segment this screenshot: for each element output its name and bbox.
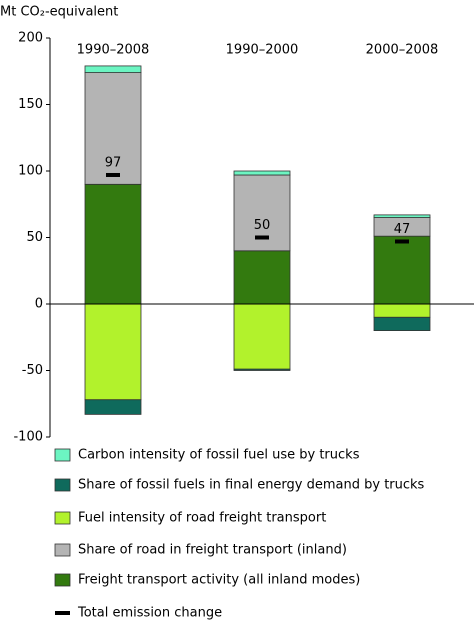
y-tick-label: 50 [26,230,43,245]
legend-swatch [54,543,71,557]
category-label: 1990–2000 [226,43,299,58]
legend-swatch [54,511,71,525]
y-tick-label: -100 [13,430,43,445]
total-label: 97 [105,155,122,170]
y-tick-label: -50 [22,363,43,378]
legend-swatch [55,611,70,615]
y-tick-label: 100 [18,164,43,179]
bar-segment [84,65,142,73]
category-label: 1990–2008 [77,43,150,58]
y-tick-label: 200 [18,31,43,46]
bar-segment [373,303,431,318]
bar-segment [373,235,431,305]
legend-swatch [54,448,71,462]
bar-segment [84,303,142,401]
legend-label: Carbon intensity of fossil fuel use by t… [78,448,360,463]
bar-segment [84,183,142,305]
legend-label: Total emission change [77,606,222,621]
legend-label: Share of road in freight transport (inla… [78,543,347,558]
category-label: 2000–2008 [366,43,439,58]
bar-segment [233,250,291,305]
bar-segment [373,316,431,331]
legend-swatch [54,478,71,492]
legend-label: Freight transport activity (all inland m… [78,573,360,588]
bar-segment [233,170,291,176]
legend-label: Share of fossil fuels in final energy de… [78,478,425,493]
total-marker [395,239,409,244]
total-marker [255,235,269,240]
y-axis-label: Mt CO₂-equivalent [0,5,118,20]
total-marker [106,172,120,177]
bar-segment [84,399,142,415]
y-tick-label: 0 [35,297,43,312]
total-label: 47 [394,222,411,237]
y-tick-label: 150 [18,97,43,112]
total-label: 50 [254,218,271,233]
legend-label: Fuel intensity of road freight transport [78,511,326,526]
bar-segment [373,214,431,218]
bar-segment [233,303,291,370]
bar-segment [233,368,291,371]
bar-segment [84,72,142,185]
legend-swatch [54,573,71,587]
